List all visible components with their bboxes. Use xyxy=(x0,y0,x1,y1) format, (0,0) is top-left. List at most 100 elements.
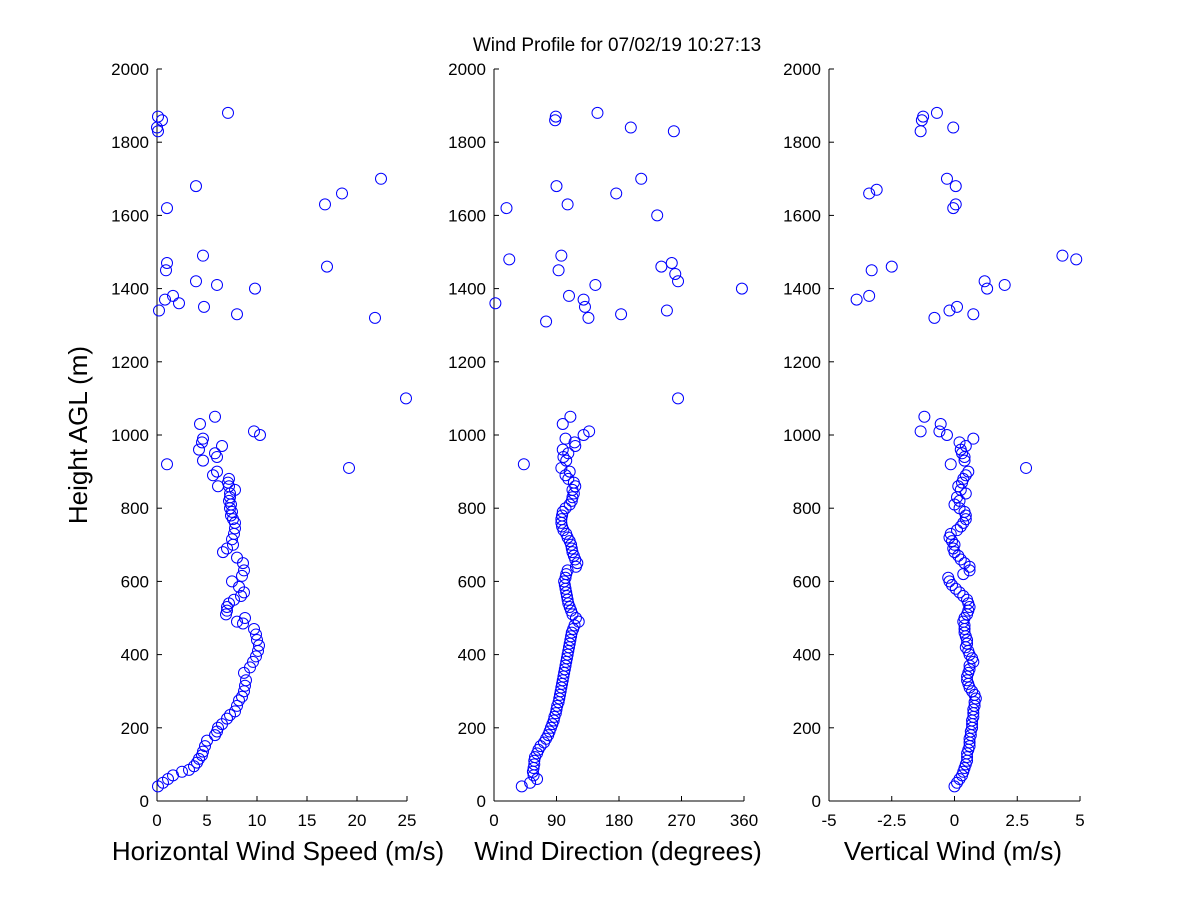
data-point xyxy=(556,443,569,456)
y-tick-label: 400 xyxy=(121,646,149,665)
data-point xyxy=(156,114,168,127)
data-point xyxy=(223,472,235,485)
data-point xyxy=(559,432,572,445)
data-point xyxy=(229,522,241,535)
data-point xyxy=(957,590,970,603)
y-tick-label: 2000 xyxy=(111,60,149,79)
x-axis-label: Vertical Wind (m/s) xyxy=(844,836,1062,866)
data-point xyxy=(555,513,568,526)
data-point xyxy=(500,202,513,215)
data-point xyxy=(209,410,221,423)
data-point xyxy=(375,172,387,185)
data-point xyxy=(559,469,572,482)
data-point xyxy=(212,721,224,734)
data-point xyxy=(578,300,591,313)
data-point xyxy=(850,293,863,306)
data-point xyxy=(651,209,664,222)
data-point xyxy=(569,439,582,452)
data-point xyxy=(930,106,943,119)
data-point xyxy=(249,282,261,295)
data-point xyxy=(193,443,205,456)
data-point xyxy=(190,180,202,193)
data-point xyxy=(515,780,528,793)
data-point xyxy=(226,575,238,588)
data-point xyxy=(635,172,648,185)
data-point xyxy=(197,454,209,467)
data-point xyxy=(947,121,960,134)
data-point xyxy=(660,304,673,317)
data-point xyxy=(967,308,980,321)
data-point xyxy=(591,106,604,119)
data-point xyxy=(235,590,247,603)
data-point xyxy=(517,458,530,471)
data-point xyxy=(253,639,265,652)
data-point xyxy=(1020,461,1033,474)
data-point xyxy=(610,187,623,200)
data-point xyxy=(577,293,590,306)
data-point xyxy=(222,476,234,489)
data-point xyxy=(247,655,259,668)
y-tick-label: 400 xyxy=(793,646,821,665)
data-point xyxy=(863,187,876,200)
y-tick-label: 200 xyxy=(793,719,821,738)
data-point xyxy=(167,289,179,302)
x-tick-label: 360 xyxy=(730,811,758,830)
data-point xyxy=(336,187,348,200)
data-point xyxy=(190,275,202,288)
data-point xyxy=(221,542,233,555)
data-point xyxy=(957,516,970,529)
data-point xyxy=(961,674,974,687)
data-point xyxy=(959,513,972,526)
data-point xyxy=(193,752,205,765)
data-point xyxy=(229,705,241,718)
data-point xyxy=(928,311,941,324)
vertical-wind-panel: 0 200 400 600 800 1000 1200 1400 1600 1800 2000 -5 -… xyxy=(783,60,1085,866)
data-point xyxy=(231,699,243,712)
data-point xyxy=(944,458,957,471)
data-point xyxy=(951,300,964,313)
y-tick-label: 1600 xyxy=(111,206,149,225)
data-point xyxy=(250,650,262,663)
data-point xyxy=(228,593,240,606)
data-point xyxy=(954,483,967,496)
y-tick-label: 1000 xyxy=(448,426,486,445)
x-axis-label: Wind Direction (degrees) xyxy=(474,836,762,866)
data-point xyxy=(540,315,553,328)
y-tick-label: 1800 xyxy=(783,133,821,152)
data-point xyxy=(949,180,962,193)
data-point xyxy=(940,172,953,185)
data-point xyxy=(959,469,972,482)
data-point xyxy=(572,615,585,628)
data-point xyxy=(947,202,960,215)
data-point xyxy=(503,253,516,266)
data-point xyxy=(231,551,243,564)
data-point xyxy=(552,264,565,277)
data-point xyxy=(949,198,962,211)
data-point xyxy=(231,308,243,321)
figure-title: Wind Profile for 07/02/19 10:27:13 xyxy=(473,35,761,56)
data-point xyxy=(563,289,575,302)
data-point xyxy=(967,432,980,445)
y-tick-label: 1400 xyxy=(448,280,486,299)
data-point xyxy=(953,773,966,786)
data-point xyxy=(958,557,971,570)
x-tick-label: -5 xyxy=(821,811,836,830)
data-point xyxy=(319,198,331,211)
data-point xyxy=(942,571,955,584)
data-point xyxy=(549,110,562,123)
data-point xyxy=(254,429,266,441)
y-tick-label: 1200 xyxy=(783,353,821,372)
data-point xyxy=(209,447,221,460)
data-point xyxy=(207,469,219,482)
data-point xyxy=(566,546,579,559)
data-point xyxy=(251,633,263,646)
data-point xyxy=(236,569,248,582)
data-point xyxy=(160,264,172,277)
data-point xyxy=(934,418,947,431)
data-point xyxy=(735,282,748,295)
data-point xyxy=(961,637,974,650)
data-point xyxy=(954,553,967,566)
data-point xyxy=(547,714,560,727)
x-tick-label: 25 xyxy=(398,811,417,830)
x-tick-label: 15 xyxy=(298,811,317,830)
